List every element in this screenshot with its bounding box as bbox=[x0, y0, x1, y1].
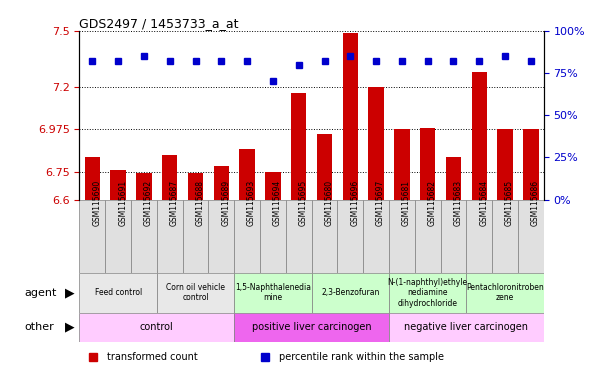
Bar bbox=[312, 200, 337, 273]
Bar bbox=[105, 200, 131, 273]
Text: GDS2497 / 1453733_a_at: GDS2497 / 1453733_a_at bbox=[79, 17, 239, 30]
Bar bbox=[497, 129, 513, 200]
Text: ▶: ▶ bbox=[65, 286, 75, 299]
Text: other: other bbox=[24, 322, 54, 333]
Bar bbox=[79, 200, 105, 273]
Text: GSM115694: GSM115694 bbox=[273, 180, 282, 227]
Bar bbox=[415, 200, 441, 273]
Bar bbox=[441, 200, 466, 273]
Text: GSM115692: GSM115692 bbox=[144, 180, 153, 227]
Bar bbox=[234, 273, 312, 313]
Bar bbox=[472, 72, 487, 200]
Text: GSM115690: GSM115690 bbox=[92, 180, 101, 227]
Text: agent: agent bbox=[24, 288, 57, 298]
Bar bbox=[368, 87, 384, 200]
Bar bbox=[343, 33, 358, 200]
Text: GSM115682: GSM115682 bbox=[428, 180, 437, 226]
Text: GSM115688: GSM115688 bbox=[196, 180, 205, 226]
Bar bbox=[312, 273, 389, 313]
Text: GSM115684: GSM115684 bbox=[479, 180, 488, 227]
Text: control: control bbox=[140, 322, 174, 333]
Text: GSM115689: GSM115689 bbox=[221, 180, 230, 227]
Bar bbox=[240, 149, 255, 200]
Text: GSM115697: GSM115697 bbox=[376, 180, 385, 227]
Text: Corn oil vehicle
control: Corn oil vehicle control bbox=[166, 283, 225, 303]
Text: GSM115680: GSM115680 bbox=[324, 180, 334, 227]
Bar bbox=[136, 174, 152, 200]
Bar bbox=[291, 93, 307, 200]
Bar bbox=[394, 129, 409, 200]
Text: negative liver carcinogen: negative liver carcinogen bbox=[404, 322, 529, 333]
Bar bbox=[466, 200, 492, 273]
Text: Pentachloronitroben
zene: Pentachloronitroben zene bbox=[466, 283, 544, 303]
Text: GSM115691: GSM115691 bbox=[118, 180, 127, 227]
Text: GSM115695: GSM115695 bbox=[299, 180, 308, 227]
Bar bbox=[363, 200, 389, 273]
Bar bbox=[518, 200, 544, 273]
Bar bbox=[157, 273, 234, 313]
Bar bbox=[79, 273, 157, 313]
Bar bbox=[286, 200, 312, 273]
Bar bbox=[389, 313, 544, 342]
Bar bbox=[84, 157, 100, 200]
Text: GSM115687: GSM115687 bbox=[170, 180, 179, 227]
Text: Feed control: Feed control bbox=[95, 288, 142, 297]
Text: GSM115686: GSM115686 bbox=[531, 180, 540, 227]
Text: GSM115683: GSM115683 bbox=[453, 180, 463, 227]
Bar bbox=[337, 200, 363, 273]
Bar bbox=[420, 128, 436, 200]
Text: percentile rank within the sample: percentile rank within the sample bbox=[279, 352, 444, 362]
Text: GSM115685: GSM115685 bbox=[505, 180, 514, 227]
Bar bbox=[260, 200, 286, 273]
Bar bbox=[111, 170, 126, 200]
Text: GSM115681: GSM115681 bbox=[402, 180, 411, 226]
Bar bbox=[234, 313, 389, 342]
Bar bbox=[162, 155, 177, 200]
Text: N-(1-naphthyl)ethyle
nediamine
dihydrochloride: N-(1-naphthyl)ethyle nediamine dihydroch… bbox=[387, 278, 468, 308]
Bar bbox=[265, 172, 280, 200]
Bar bbox=[131, 200, 157, 273]
Bar bbox=[389, 273, 466, 313]
Text: transformed count: transformed count bbox=[108, 352, 198, 362]
Bar bbox=[446, 157, 461, 200]
Bar bbox=[208, 200, 234, 273]
Bar bbox=[466, 273, 544, 313]
Bar bbox=[157, 200, 183, 273]
Bar bbox=[234, 200, 260, 273]
Text: GSM115693: GSM115693 bbox=[247, 180, 256, 227]
Bar bbox=[389, 200, 415, 273]
Text: 1,5-Naphthalenedia
mine: 1,5-Naphthalenedia mine bbox=[235, 283, 311, 303]
Bar bbox=[79, 313, 234, 342]
Bar bbox=[183, 200, 208, 273]
Text: 2,3-Benzofuran: 2,3-Benzofuran bbox=[321, 288, 379, 297]
Bar bbox=[492, 200, 518, 273]
Text: ▶: ▶ bbox=[65, 321, 75, 334]
Bar bbox=[214, 166, 229, 200]
Bar bbox=[523, 129, 539, 200]
Text: positive liver carcinogen: positive liver carcinogen bbox=[252, 322, 371, 333]
Bar bbox=[316, 134, 332, 200]
Bar bbox=[188, 174, 203, 200]
Text: GSM115696: GSM115696 bbox=[350, 180, 359, 227]
